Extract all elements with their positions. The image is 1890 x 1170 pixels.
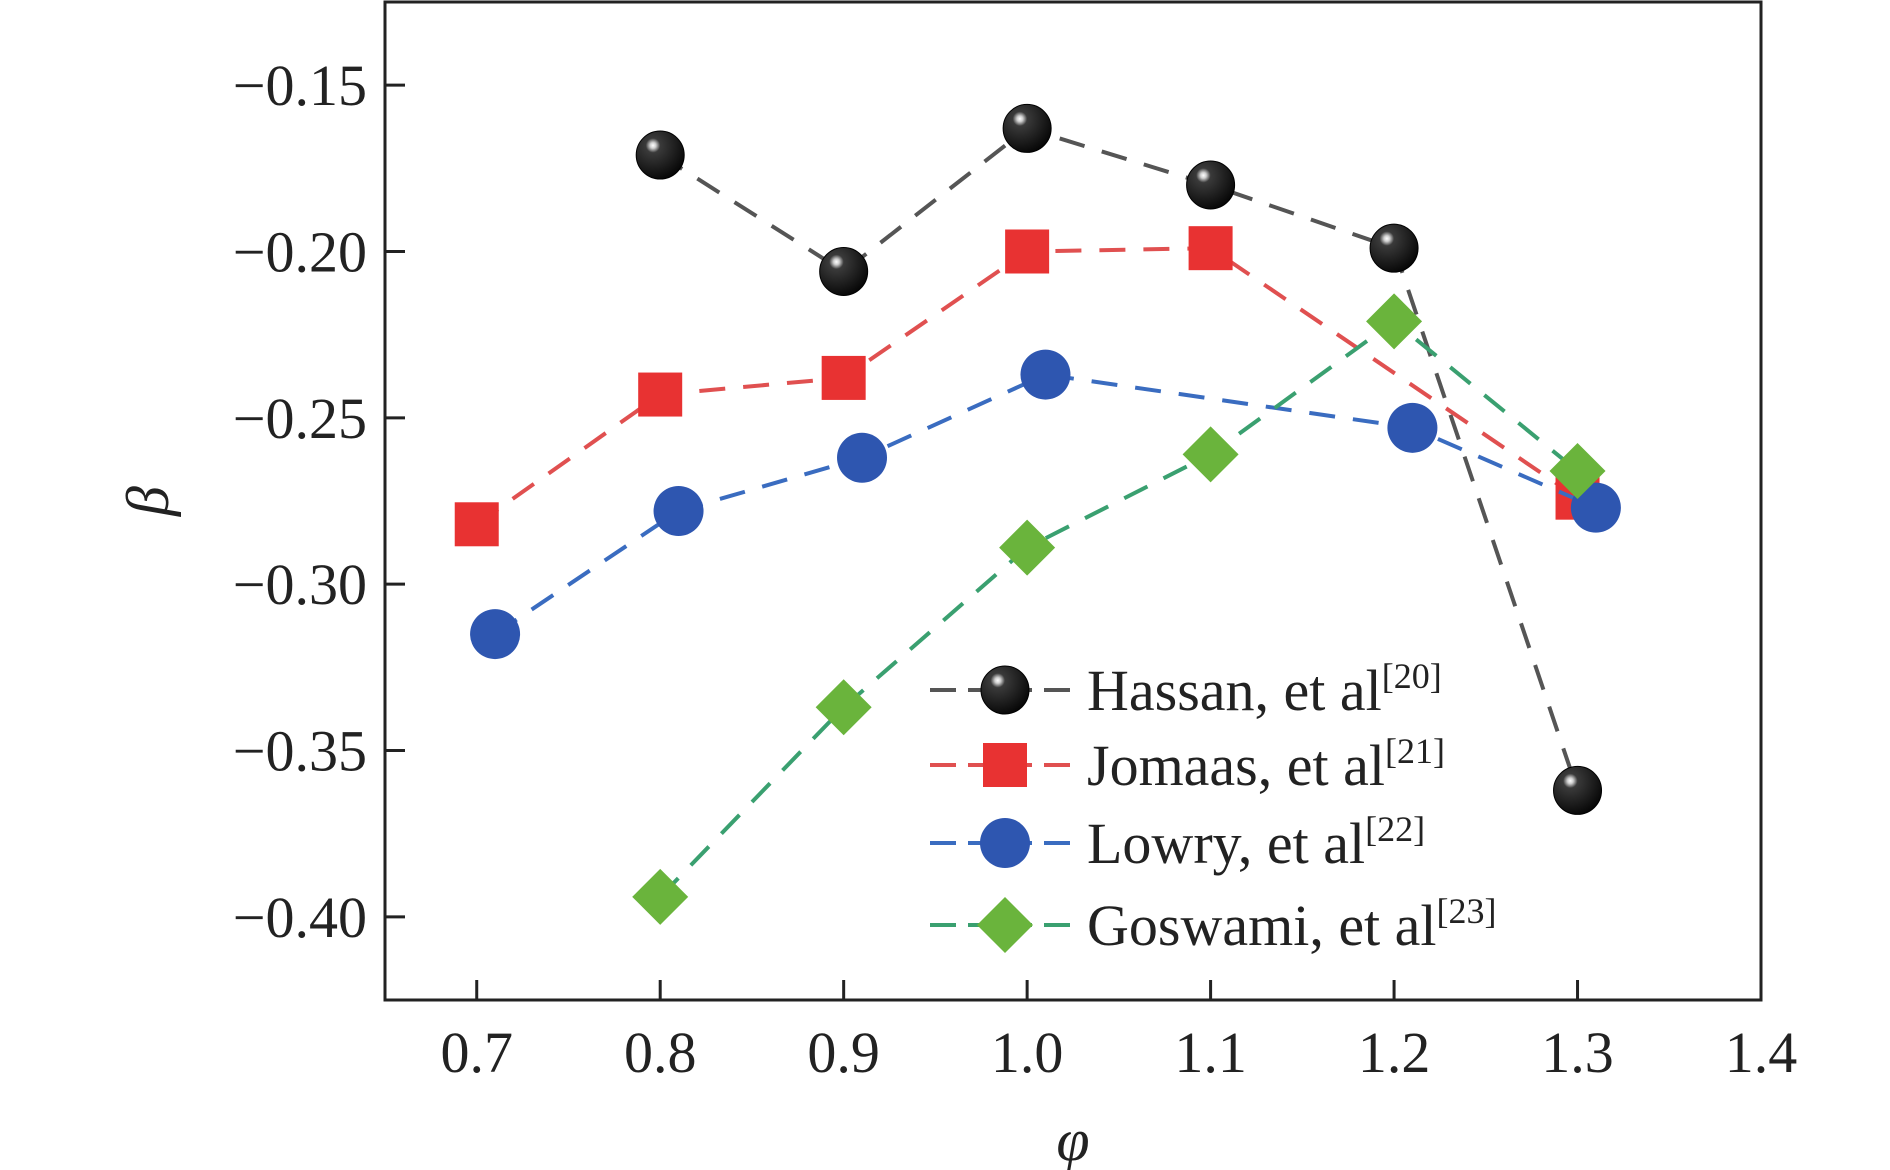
plot-frame: [383, 0, 1763, 1002]
series-4: [632, 293, 1606, 925]
series-line: [658, 318, 1579, 899]
legend-entry: Hassan, et al[20]: [930, 656, 1442, 723]
data-point: [819, 246, 869, 296]
legend-marker: [983, 743, 1027, 787]
y-tick-label: −0.25: [233, 386, 367, 451]
legend-series-name: Jomaas, et al: [1087, 733, 1385, 798]
legend-series-name: Goswami, et al: [1087, 893, 1437, 958]
x-tick-label: 1.0: [991, 1020, 1064, 1085]
data-point: [1186, 160, 1236, 210]
x-tick-label: 0.9: [807, 1020, 880, 1085]
series-line: [659, 126, 1580, 792]
legend-reference: [21]: [1385, 731, 1445, 771]
legend-entry: Jomaas, et al[21]: [930, 731, 1445, 798]
data-point: [635, 130, 685, 180]
data-point: [454, 502, 499, 547]
x-axis: 0.7 0.8 0.9 1.0 1.1 1.2 1.3 1.4: [440, 980, 1797, 1085]
x-axis-label: φ: [1056, 1107, 1089, 1170]
y-tick-label: −0.30: [233, 552, 367, 617]
data-point: [653, 485, 704, 536]
legend-entry: Lowry, et al[22]: [930, 809, 1425, 876]
data-point: [1553, 765, 1603, 815]
legend: Hassan, et al[20] Jomaas, et al[21] Lowry,…: [930, 656, 1497, 958]
x-tick-label: 1.4: [1725, 1020, 1798, 1085]
y-tick-label: −0.35: [233, 719, 367, 784]
x-tick-label: 1.1: [1174, 1020, 1247, 1085]
data-point: [1005, 229, 1050, 274]
data-point: [1002, 103, 1052, 153]
legend-label: Jomaas, et al[21]: [1087, 731, 1445, 798]
data-point: [1188, 226, 1233, 271]
y-tick-label: −0.15: [233, 53, 367, 118]
legend-label: Hassan, et al[20]: [1087, 656, 1442, 723]
data-point: [638, 372, 683, 417]
data-point: [632, 868, 689, 925]
x-tick-label: 1.2: [1358, 1020, 1431, 1085]
legend-entry: Goswami, et al[23]: [930, 891, 1497, 958]
x-tick-label: 1.3: [1541, 1020, 1614, 1085]
data-point: [815, 679, 872, 736]
series-1: [635, 103, 1603, 815]
legend-series-name: Lowry, et al: [1087, 811, 1365, 876]
data-point: [1366, 293, 1423, 350]
series-line: [493, 372, 1597, 636]
y-tick-label: −0.40: [233, 885, 367, 950]
legend-reference: [20]: [1382, 656, 1442, 696]
x-tick-label: 0.8: [624, 1020, 697, 1085]
legend-marker: [977, 897, 1033, 953]
legend-label: Goswami, et al[23]: [1087, 891, 1497, 958]
data-point: [470, 609, 521, 660]
data-point: [837, 432, 888, 483]
data-point: [1549, 443, 1606, 500]
y-axis: −0.15 −0.20 −0.25 −0.30 −0.35 −0.40: [233, 53, 405, 950]
data-point: [1182, 426, 1239, 483]
y-axis-label: β: [115, 486, 181, 517]
data-point: [1020, 349, 1071, 400]
legend-marker: [980, 818, 1030, 868]
series-3: [470, 349, 1621, 660]
legend-reference: [22]: [1365, 809, 1425, 849]
data-point: [1369, 223, 1419, 273]
legend-series-name: Hassan, et al: [1087, 658, 1382, 723]
data-point: [1387, 402, 1438, 453]
legend-reference: [23]: [1437, 891, 1497, 931]
legend-marker: [980, 665, 1030, 715]
series-layer: [454, 103, 1621, 925]
data-point: [1570, 482, 1621, 533]
legend-label: Lowry, et al[22]: [1087, 809, 1425, 876]
series-line: [475, 246, 1579, 526]
x-tick-label: 0.7: [440, 1020, 513, 1085]
data-point: [999, 519, 1056, 576]
data-point: [821, 355, 866, 400]
y-tick-label: −0.20: [233, 220, 367, 285]
